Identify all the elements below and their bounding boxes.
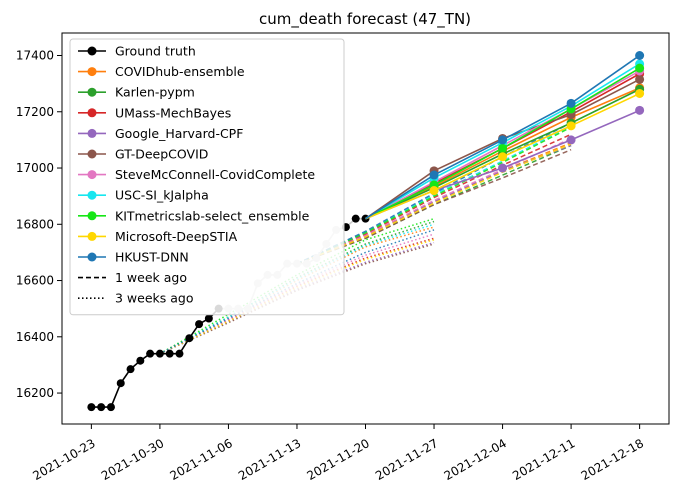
- ground-truth-point: [195, 320, 204, 329]
- forecast-point: [429, 170, 439, 180]
- legend-label: Google_Harvard-CPF: [115, 126, 243, 141]
- legend-marker: [87, 128, 97, 138]
- legend-label: Microsoft-DeepSTIA: [115, 229, 238, 244]
- forecast-point: [498, 163, 508, 173]
- legend-marker: [87, 87, 97, 97]
- legend-marker: [87, 170, 97, 180]
- y-tick-label: 16400: [16, 330, 54, 344]
- legend-marker: [87, 108, 97, 118]
- legend-label: GT-DeepCOVID: [115, 147, 208, 162]
- ground-truth-point: [204, 314, 213, 323]
- ground-truth-point: [106, 403, 115, 412]
- three-weeks-ago-forecast-line-7: [159, 217, 435, 355]
- y-tick-label: 16600: [16, 274, 54, 288]
- legend-marker: [87, 252, 97, 262]
- y-tick-label: 16800: [16, 217, 54, 231]
- forecast-point: [566, 135, 576, 145]
- legend-label: 1 week ago: [115, 270, 187, 285]
- ground-truth-point: [351, 214, 360, 223]
- forecast-point: [498, 135, 508, 145]
- legend-box: [69, 38, 345, 316]
- ground-truth-point: [126, 365, 135, 374]
- forecast-point: [566, 98, 576, 108]
- forecast-point: [635, 63, 645, 73]
- legend-marker: [87, 149, 97, 159]
- three-weeks-ago-forecast-line-3: [159, 241, 435, 355]
- forecast-point: [566, 121, 576, 131]
- three-weeks-ago-forecast-line-4: [159, 243, 435, 355]
- legend-marker: [87, 231, 97, 241]
- ground-truth-point: [87, 403, 96, 412]
- legend-label: USC-SI_kJalpha: [115, 188, 209, 203]
- forecast-point: [635, 105, 645, 115]
- forecast-point: [498, 152, 508, 162]
- legend: Ground truth COVIDhub-ensemble Karlen-pypm…: [69, 38, 345, 316]
- three-weeks-ago-forecast-line-9: [159, 229, 435, 355]
- legend-label: HKUST-DNN: [115, 250, 189, 265]
- legend-label: KITmetricslab-select_ensemble: [115, 208, 310, 223]
- ground-truth-point: [136, 356, 145, 365]
- forecast-point: [429, 186, 439, 196]
- legend-label: SteveMcConnell-CovidComplete: [115, 167, 315, 182]
- forecast-point: [635, 74, 645, 84]
- ground-truth-point: [116, 379, 125, 388]
- legend-label: COVIDhub-ensemble: [115, 64, 245, 79]
- chart-title: cum_death forecast (47_TN): [259, 10, 471, 29]
- legend-label: UMass-MechBayes: [115, 105, 231, 120]
- y-tick-label: 17400: [16, 49, 54, 63]
- ground-truth-point: [185, 334, 194, 343]
- legend-marker: [87, 190, 97, 200]
- y-tick-label: 17000: [16, 161, 54, 175]
- forecast-point: [635, 51, 645, 61]
- ground-truth-point: [97, 403, 106, 412]
- ground-truth-point: [155, 349, 164, 358]
- legend-label: 3 weeks ago: [115, 291, 194, 306]
- legend-marker: [87, 211, 97, 221]
- legend-label: Ground truth: [115, 44, 196, 59]
- legend-label: Karlen-pypm: [115, 85, 195, 100]
- y-tick-label: 17200: [16, 105, 54, 119]
- ground-truth-point: [146, 349, 155, 358]
- forecast-point: [635, 88, 645, 98]
- forecast-point: [498, 143, 508, 153]
- ground-truth-point: [175, 349, 184, 358]
- y-tick-label: 16200: [16, 386, 54, 400]
- legend-marker: [87, 46, 97, 56]
- legend-marker: [87, 67, 97, 77]
- ground-truth-point: [165, 349, 174, 358]
